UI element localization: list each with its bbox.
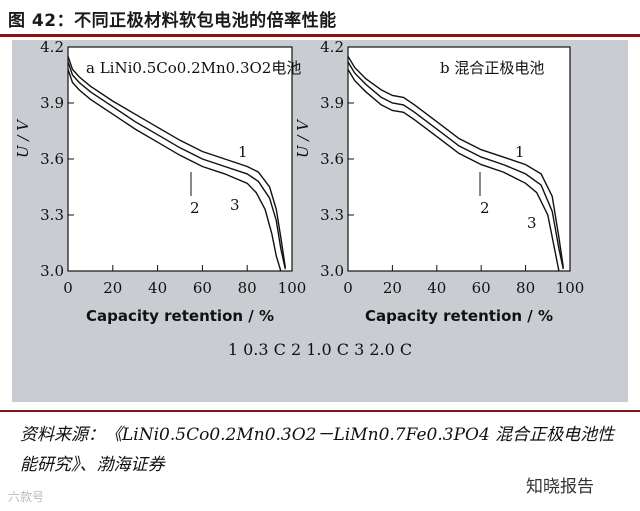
source-divider (0, 410, 640, 412)
plot-frame (347, 46, 571, 272)
y-tick-label: 4.2 (320, 38, 344, 56)
curve-annotation-2: 2 (190, 199, 200, 217)
title-divider (0, 34, 640, 37)
series-line-1 (347, 55, 564, 268)
x-tick-label: 100 (278, 279, 307, 297)
series-line-3 (67, 69, 282, 272)
x-tick-label: 80 (238, 279, 257, 297)
x-tick-label: 0 (343, 279, 353, 297)
y-axis-label: U / V (14, 118, 32, 158)
figure-title: 图 42：不同正极材料软包电池的倍率性能 (8, 11, 337, 31)
curve-annotation-1: 1 (238, 143, 248, 161)
watermark-left: 六款号 (8, 490, 45, 504)
y-tick-label: 3.0 (40, 262, 64, 280)
series-line-2 (347, 61, 564, 270)
panel-label: b 混合正极电池 (440, 59, 544, 77)
y-tick-label: 4.2 (40, 38, 64, 56)
source-note: 资料来源：《LiNi0.5Co0.2Mn0.3O2－LiMn0.7Fe0.3PO… (20, 425, 615, 475)
y-axis-label: U / V (294, 118, 312, 158)
series-line-3 (347, 69, 560, 272)
x-tick-label: 80 (516, 279, 535, 297)
y-tick-label: 3.6 (320, 150, 344, 168)
x-tick-label: 20 (383, 279, 402, 297)
x-tick-label: 60 (193, 279, 212, 297)
y-tick-label: 3.3 (40, 206, 64, 224)
x-tick-label: 0 (63, 279, 73, 297)
watermark-right: 知晓报告 (520, 470, 600, 499)
curve-annotation-3: 3 (230, 196, 240, 214)
series-line-1 (67, 56, 286, 268)
curve-annotation-2: 2 (480, 199, 490, 217)
x-tick-label: 40 (427, 279, 446, 297)
panel-label: a LiNi0.5Co0.2Mn0.3O2电池 (86, 59, 301, 77)
x-axis-label: Capacity retention / % (86, 307, 274, 325)
y-tick-label: 3.0 (320, 262, 344, 280)
curve-annotation-1: 1 (515, 143, 525, 161)
curve-annotation-3: 3 (527, 214, 537, 232)
y-tick-label: 3.9 (40, 94, 64, 112)
x-tick-label: 100 (556, 279, 585, 297)
y-tick-label: 3.6 (40, 150, 64, 168)
x-tick-label: 20 (103, 279, 122, 297)
y-tick-label: 3.9 (320, 94, 344, 112)
y-tick-label: 3.3 (320, 206, 344, 224)
series-line-2 (67, 61, 286, 270)
chart-legend: 1 0.3 C 2 1.0 C 3 2.0 C (227, 340, 413, 359)
x-tick-label: 60 (472, 279, 491, 297)
x-axis-label: Capacity retention / % (365, 307, 553, 325)
plot-frame (67, 46, 293, 272)
x-tick-label: 40 (148, 279, 167, 297)
